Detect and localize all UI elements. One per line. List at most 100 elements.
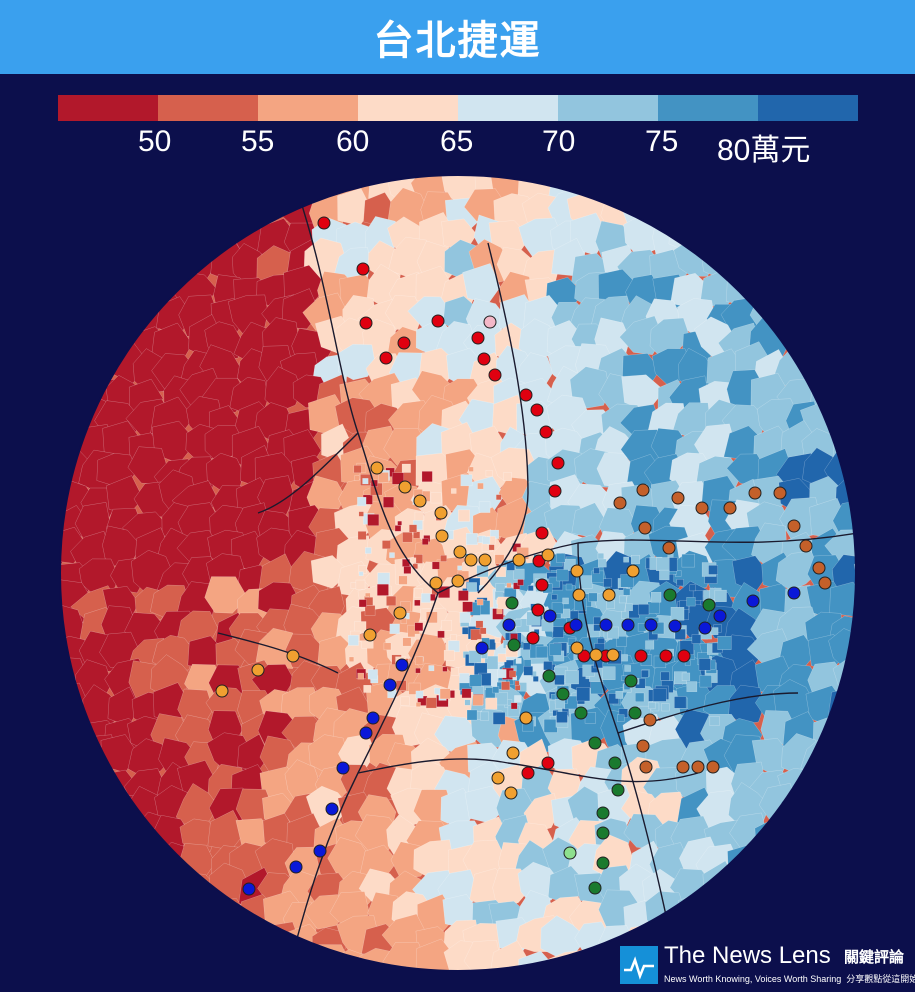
legend-swatch-3 [358,95,458,121]
mrt-station-red [471,331,485,345]
mrt-station-green [596,826,610,840]
legend-swatch-7 [758,95,858,121]
brand-logo-icon [620,946,658,984]
mrt-station-red [634,649,648,663]
mrt-station-brown [812,561,826,575]
mrt-station-red [477,352,491,366]
mrt-station-green [505,596,519,610]
mrt-station-orange [393,606,407,620]
district-boundary [297,192,439,594]
mrt-station-green [702,598,716,612]
mrt-station-orange [413,494,427,508]
mrt-station-brown [818,576,832,590]
map-regions [60,175,856,971]
district-boundary [217,632,339,674]
mrt-station-red [519,388,533,402]
mrt-station-red [541,756,555,770]
mrt-station-brown [695,501,709,515]
legend-tick-75: 75 [645,125,679,158]
mrt-station-orange [589,648,603,662]
mrt-station-orange [434,506,448,520]
mrt-station-orange [519,711,533,725]
mrt-station-brown [723,501,737,515]
mrt-station-red [530,403,544,417]
mrt-station-red [535,526,549,540]
mrt-station-green [507,638,521,652]
mrt-station-brown [613,496,627,510]
mrt-station-blue [787,586,801,600]
mrt-station-brown [638,521,652,535]
mrt-station-orange [541,548,555,562]
mrt-station-orange [398,480,412,494]
district-boundary [617,692,799,734]
mrt-station-green [556,687,570,701]
brand-name-cn: 關鍵評論 [844,948,905,966]
mrt-station-blue [621,618,635,632]
mrt-station-brown [636,483,650,497]
mrt-station-blue [698,621,712,635]
mrt-station-orange [464,553,478,567]
mrt-station-blue [543,609,557,623]
mrt-station-orange [572,588,586,602]
mrt-station-brown [639,760,653,774]
mrt-station-red [488,368,502,382]
district-boundary [477,242,529,594]
mrt-station-red [539,425,553,439]
mrt-station-blue [289,860,303,874]
brand-name: The News Lens [664,942,831,969]
mrt-station-blue [475,641,489,655]
mrt-station-orange [570,641,584,655]
mrt-station-red [359,316,373,330]
page-title: 台北捷運 [373,18,542,64]
mrt-station-orange [286,649,300,663]
mrt-station-orange [491,771,505,785]
mrt-station-brown [643,713,657,727]
mrt-station-brown [676,760,690,774]
mrt-station-orange [606,648,620,662]
legend-tick-55: 55 [241,125,275,158]
mrt-station-green [588,736,602,750]
color-legend [58,95,858,121]
mrt-station-blue [599,618,613,632]
mrt-station-blue [242,882,256,896]
mrt-station-orange [363,628,377,642]
mrt-station-blue [644,618,658,632]
mrt-station-orange [251,663,265,677]
mrt-station-green [596,856,610,870]
mrt-station-brown [787,519,801,533]
mrt-station-red [356,262,370,276]
mrt-station-green [608,756,622,770]
legend-tick-80: 80萬元 [717,134,811,167]
mrt-station-blue [502,618,516,632]
legend-swatch-2 [258,95,358,121]
legend-swatch-6 [658,95,758,121]
mrt-station-blue [713,609,727,623]
map-svg [59,174,857,972]
legend-swatch-4 [458,95,558,121]
mrt-station-red [317,216,331,230]
mrt-station-red [548,484,562,498]
legend-tick-60: 60 [336,125,370,158]
mrt-station-orange [602,588,616,602]
mrt-station-brown [748,486,762,500]
mrt-station-orange [506,746,520,760]
legend-tick-70: 70 [542,125,576,158]
legend-swatch-0 [58,95,158,121]
mrt-station-blue [746,594,760,608]
mrt-station-blue [359,726,373,740]
mrt-station-green [574,706,588,720]
income-choropleth-map [58,173,858,973]
mrt-station-orange [626,564,640,578]
mrt-station-red [521,766,535,780]
mrt-station-orange [215,684,229,698]
mrt-station-brown [662,541,676,555]
mrt-station-brown [799,539,813,553]
mrt-station-red [526,631,540,645]
mrt-station-orange [570,564,584,578]
legend-swatch-5 [558,95,658,121]
legend-tick-50: 50 [138,125,172,158]
mrt-station-green [588,881,602,895]
mrt-station-green [611,783,625,797]
mrt-station-brown [773,486,787,500]
mrt-station-orange [453,545,467,559]
